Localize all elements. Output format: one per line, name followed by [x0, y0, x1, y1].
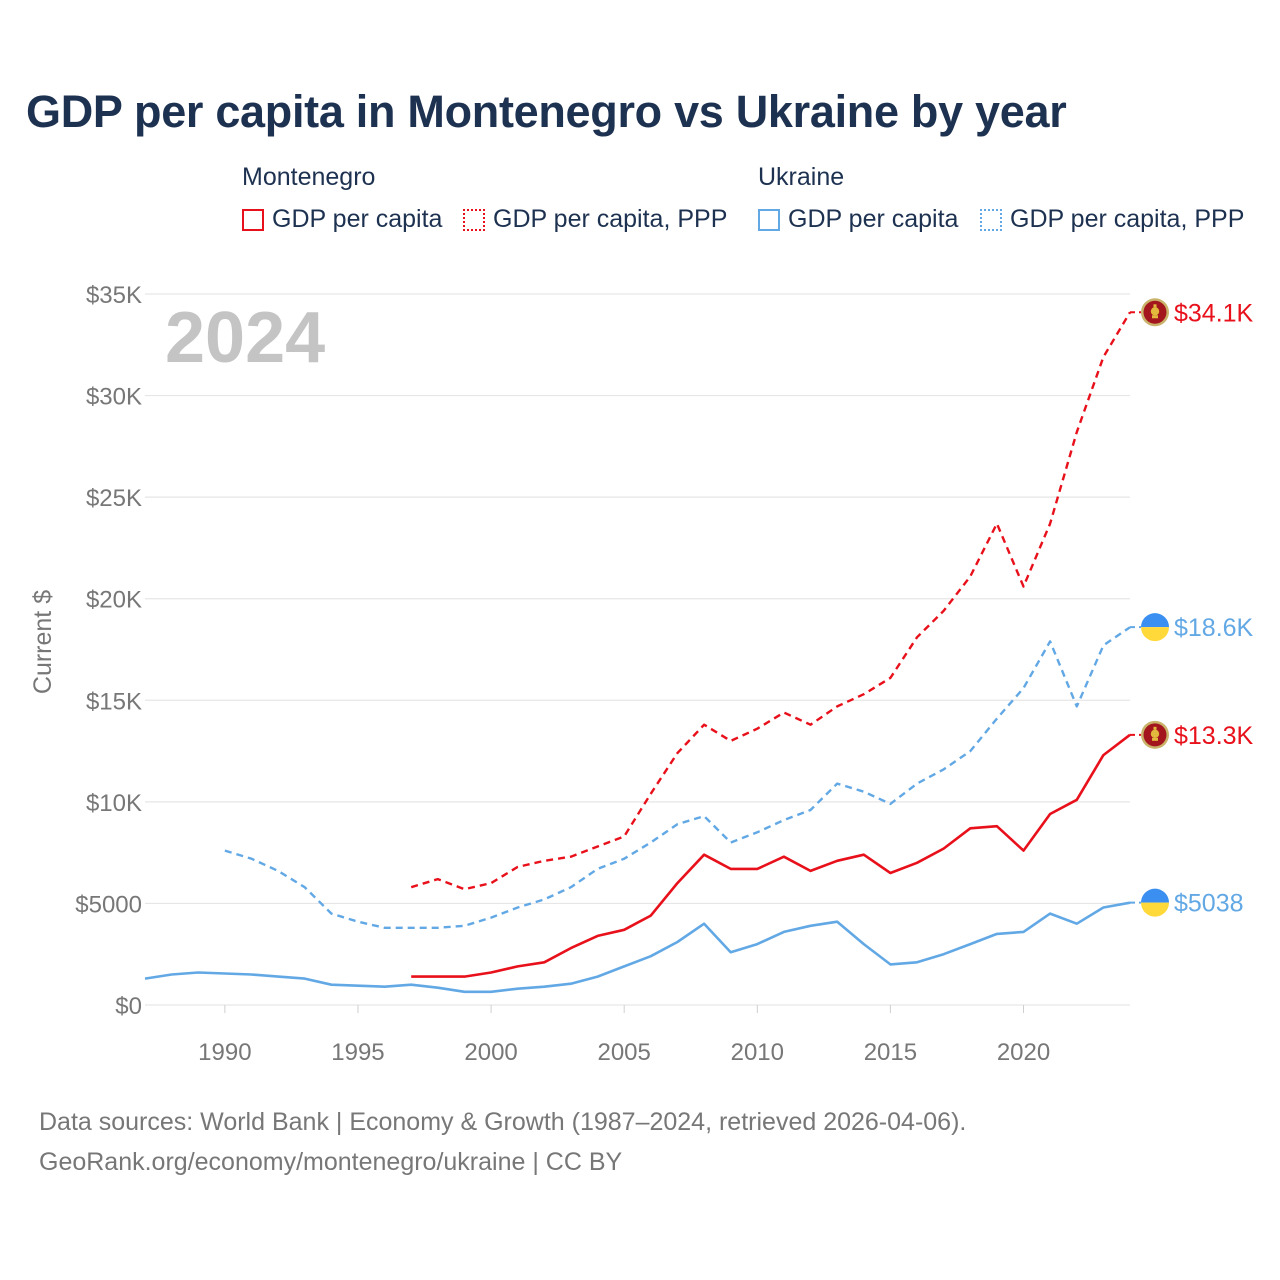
x-axis-ticks: 1990 1995 2000 2005 2010 2015 2020 [198, 1005, 1050, 1066]
legend-item-montenegro-ppp[interactable]: GDP per capita, PPP [463, 205, 727, 234]
chart-title: GDP per capita in Montenegro vs Ukraine … [26, 86, 1067, 137]
x-tick-label: 1995 [331, 1039, 384, 1066]
legend-label: GDP per capita [788, 205, 959, 233]
series-line-1 [224, 626, 1131, 929]
end-value-label: $18.6K [1174, 614, 1254, 642]
x-tick-label: 2000 [464, 1039, 517, 1066]
year-watermark: 2024 [165, 298, 325, 378]
legend-item-montenegro-gdp[interactable]: GDP per capita [242, 205, 442, 234]
x-tick-label: 2005 [597, 1039, 650, 1066]
legend-group-montenegro: Montenegro [242, 163, 376, 191]
x-tick-label: 2010 [731, 1039, 784, 1066]
legend-swatch-dotted-red [463, 208, 485, 231]
legend-item-ukraine-gdp[interactable]: GDP per capita [758, 205, 958, 234]
y-tick-label: $20K [86, 587, 142, 614]
grid-lines [145, 293, 1130, 1006]
y-tick-label: $25K [86, 485, 142, 512]
x-tick-label: 1990 [198, 1039, 251, 1066]
legend-swatch-solid-blue [758, 208, 780, 231]
legend-label: GDP per capita, PPP [1010, 205, 1245, 233]
y-axis-ticks: $0 $5000 $10K $15K $20K $25K $30K $35K [75, 282, 142, 1020]
y-tick-label: $5000 [75, 891, 142, 918]
ukraine-flag-icon [1141, 613, 1169, 642]
legend-item-ukraine-ppp[interactable]: GDP per capita, PPP [980, 205, 1244, 234]
y-axis-label: Current $ [29, 590, 57, 694]
y-tick-label: $30K [86, 384, 142, 411]
x-tick-label: 2020 [997, 1039, 1050, 1066]
y-tick-label: $10K [86, 790, 142, 817]
y-tick-label: $0 [115, 993, 142, 1020]
data-source-text: Data sources: World Bank | Economy & Gro… [39, 1108, 967, 1136]
x-tick-label: 2015 [864, 1039, 917, 1066]
legend-label: GDP per capita [272, 205, 443, 233]
legend-group-ukraine: Ukraine [758, 163, 845, 191]
legend-swatch-solid-red [242, 208, 264, 231]
montenegro-flag-icon [1141, 720, 1169, 749]
series-line-2 [411, 733, 1131, 978]
end-value-label: $34.1K [1174, 299, 1254, 327]
legend-swatch-dotted-blue [980, 208, 1002, 231]
y-tick-label: $35K [86, 282, 142, 309]
end-value-label: $13.3K [1174, 722, 1254, 750]
source-url-text: GeoRank.org/economy/montenegro/ukraine |… [39, 1148, 623, 1176]
end-markers-layer: $34.1K $18.6K $13.3K $5038 [1130, 298, 1254, 918]
series-layer [144, 311, 1132, 994]
line-chart: 2024 $0 $5000 $10K $15K $20K $25K $30K $35K 199… [29, 282, 1254, 1066]
ukraine-flag-icon [1141, 888, 1169, 917]
y-tick-label: $15K [86, 688, 142, 715]
legend-label: GDP per capita, PPP [493, 205, 728, 233]
end-value-label: $5038 [1174, 890, 1244, 918]
series-line-0 [410, 311, 1132, 891]
series-line-3 [144, 901, 1131, 994]
montenegro-flag-icon [1141, 298, 1169, 327]
